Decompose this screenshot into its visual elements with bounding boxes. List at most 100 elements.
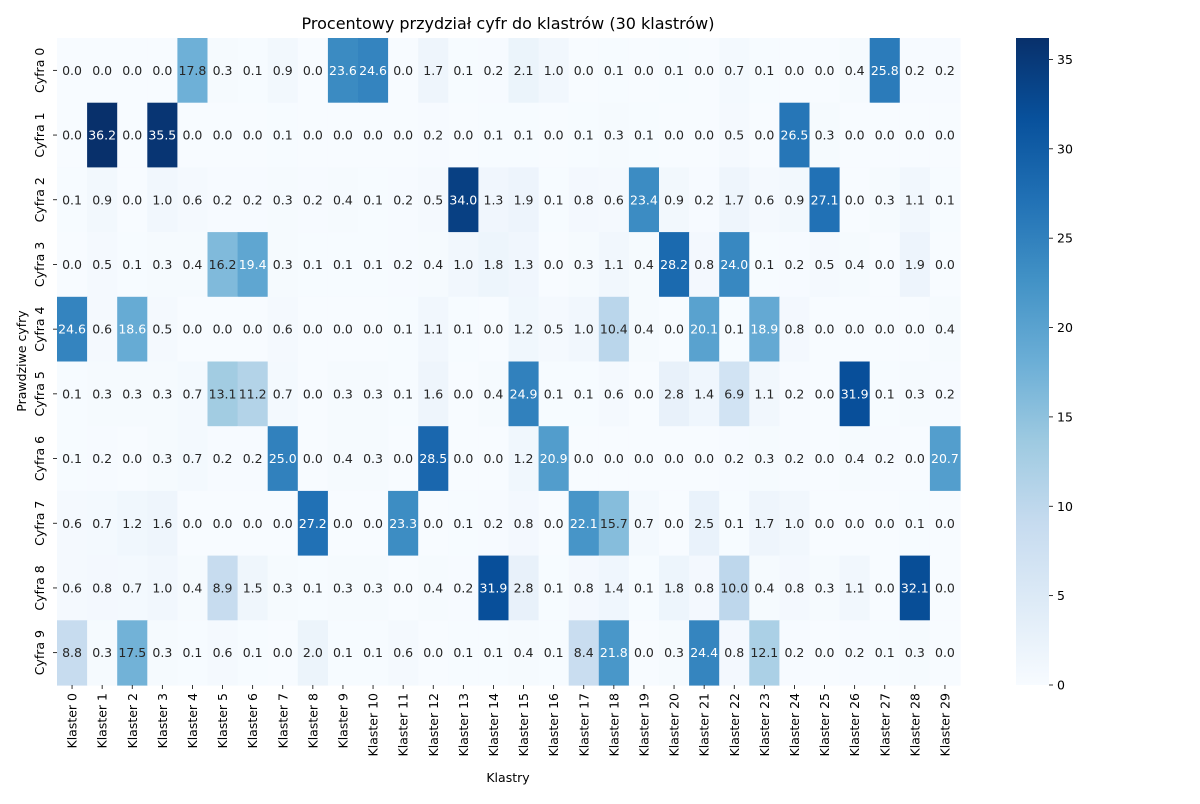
x-tick-label: Klaster 2 [125,693,140,749]
heatmap-cell [538,38,570,104]
heatmap-cell [689,555,720,621]
heatmap-cell [267,167,299,233]
cell-value-label: 27.2 [299,516,327,531]
cell-value-label: 0.9 [92,192,112,207]
cell-value-label: 0.0 [634,451,654,466]
cell-value-label: 0.2 [243,192,263,207]
x-tick-label: Klaster 18 [606,693,621,756]
cell-value-label: 0.3 [152,645,172,660]
heatmap-cell [267,296,299,363]
heatmap-cell [659,426,690,492]
heatmap-cell [177,167,209,233]
y-tick-label: Cyfra 7 [32,501,47,546]
heatmap-cell [327,555,359,621]
heatmap-cell [628,426,660,492]
cell-value-label: 0.0 [634,386,654,401]
heatmap-cell [899,555,931,621]
cell-value-label: 0.1 [484,128,504,143]
cell-value-label: 0.0 [122,128,142,143]
heatmap-cell [568,296,600,363]
heatmap-cell [448,361,479,427]
heatmap-cell [87,620,118,686]
heatmap-cell [538,361,570,427]
cell-value-label: 20.1 [690,322,718,337]
cell-value-label: 0.0 [243,516,263,531]
cell-value-label: 1.4 [694,386,714,401]
heatmap-cell [117,296,148,363]
heatmap-cell [719,555,750,621]
cell-value-label: 0.3 [905,386,925,401]
cell-value-label: 0.6 [604,192,624,207]
heatmap-cell [809,620,841,686]
heatmap-cell [327,232,359,298]
heatmap-cell [598,490,630,557]
cell-value-label: 8.9 [213,580,233,595]
cell-value-label: 0.3 [815,128,835,143]
heatmap-cell [327,38,359,104]
heatmap-cell [87,426,118,492]
heatmap-cell [358,426,389,492]
heatmap-cell [899,38,931,104]
heatmap-cell [779,620,811,686]
cell-value-label: 24.0 [720,257,748,272]
cell-value-label: 0.3 [273,580,293,595]
heatmap-cell [177,232,209,298]
cell-value-label: 0.7 [183,386,203,401]
cell-value-label: 0.6 [273,322,293,337]
cell-value-label: 0.2 [875,451,895,466]
cell-value-label: 16.2 [209,257,237,272]
heatmap-cell [779,102,811,168]
heatmap-cell [749,555,780,621]
cell-value-label: 0.0 [122,451,142,466]
x-tick-label: Klaster 16 [546,693,561,756]
x-tick-label: Klaster 9 [335,693,350,749]
x-tick-label: Klaster 29 [937,693,952,756]
cell-value-label: 0.0 [273,645,293,660]
cell-value-label: 0.0 [62,128,82,143]
heatmap-cell [478,38,510,104]
heatmap-cell [628,232,660,298]
cell-value-label: 0.0 [363,128,383,143]
colorbar-tick-label: 30 [1057,141,1073,156]
cell-value-label: 19.4 [239,257,267,272]
cell-value-label: 0.2 [935,386,955,401]
heatmap-cell [779,296,811,363]
heatmap-cell [749,102,780,168]
y-tick-label: Cyfra 4 [32,306,47,351]
heatmap-cell [869,38,901,104]
heatmap-cell [448,102,479,168]
cell-value-label: 0.2 [785,451,805,466]
cell-value-label: 0.1 [514,128,534,143]
cell-value-label: 0.0 [875,128,895,143]
cell-value-label: 1.6 [152,516,172,531]
heatmap-cell [659,102,690,168]
cell-value-label: 0.6 [754,192,774,207]
heatmap-cell [809,426,841,492]
cell-value-label: 0.0 [574,63,594,78]
x-tick-label: Klaster 4 [185,693,200,749]
cell-value-label: 0.2 [935,63,955,78]
heatmap-cell [327,426,359,492]
cell-value-label: 0.0 [935,516,955,531]
heatmap-cell [478,555,510,621]
cell-value-label: 0.1 [544,645,564,660]
cell-value-label: 0.1 [333,645,353,660]
heatmap-cell [147,490,178,557]
cell-value-label: 0.9 [273,63,293,78]
heatmap-cell [207,555,239,621]
heatmap-cell [418,38,449,104]
cell-value-label: 0.1 [935,192,955,207]
cell-value-label: 23.3 [389,516,417,531]
heatmap-cell [508,490,540,557]
cell-value-label: 17.8 [179,63,207,78]
cell-value-label: 36.2 [88,128,116,143]
heatmap-cell [899,102,931,168]
cell-value-label: 1.7 [423,63,443,78]
cell-value-label: 1.0 [453,257,473,272]
heatmap-cell [628,38,660,104]
heatmap-cell [749,361,780,427]
heatmap-cell [147,620,178,686]
x-tick-label: Klaster 21 [697,693,712,756]
cell-value-label: 32.1 [901,580,929,595]
